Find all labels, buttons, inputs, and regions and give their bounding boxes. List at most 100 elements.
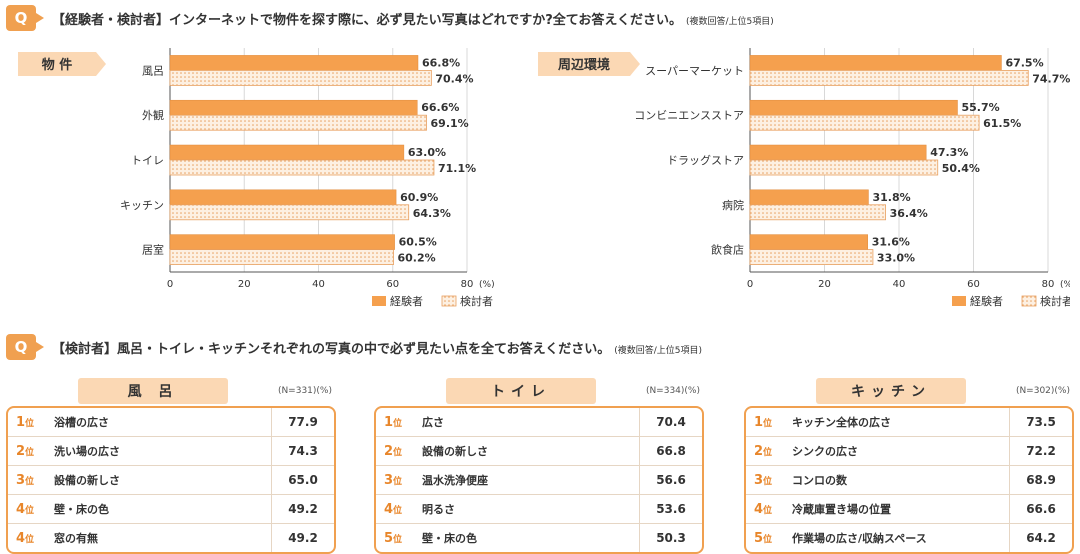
bar-considering (749, 69, 1029, 86)
rank-suffix: 位 (763, 447, 773, 458)
bar-considering (749, 114, 980, 131)
category-label: スーパーマーケット (645, 64, 744, 77)
rank-suffix: 位 (25, 505, 35, 516)
question-note: (複数回答/上位5項目) (685, 16, 774, 27)
rank: 5位 (376, 531, 422, 546)
bar-experienced (749, 234, 868, 250)
item-label: コンロの数 (792, 474, 847, 487)
table-row: 2位 洗い場の広さ 74.3 (8, 436, 334, 465)
item-value: 64.2 (1009, 524, 1072, 552)
item-value: 50.3 (639, 524, 702, 552)
bar-considering (749, 159, 939, 176)
table-sample-size: (N=302)(%) (1015, 386, 1070, 396)
category-label: 外観 (142, 108, 164, 122)
item-value: 68.9 (1009, 466, 1072, 494)
bar-considering (169, 159, 435, 176)
table-title: キッチン (816, 378, 966, 404)
table-body: 1位 キッチン全体の広さ 73.5 2位 シンクの広さ 72.2 3位 コンロの数 68.9 4位… (744, 406, 1074, 554)
data-label: 61.5% (983, 117, 1021, 130)
rank-number: 5 (384, 530, 394, 546)
item-value: 53.6 (639, 495, 702, 523)
chart-title: 周辺環境 (558, 57, 610, 73)
bar-experienced (749, 55, 1002, 71)
table-row: 1位 浴槽の広さ 77.9 (8, 408, 334, 436)
data-label: 69.1% (431, 117, 469, 130)
data-label: 31.6% (872, 236, 910, 249)
table-row: 3位 温水洗浄便座 56.6 (376, 465, 702, 494)
rank-number: 2 (16, 443, 26, 459)
data-label: 60.9% (400, 191, 438, 204)
rank-suffix: 位 (25, 476, 35, 487)
tick-label: 40 (893, 279, 906, 290)
rank-number: 3 (754, 472, 764, 488)
rank: 2位 (376, 444, 422, 459)
table-row: 1位 キッチン全体の広さ 73.5 (746, 408, 1072, 436)
table-body: 1位 広さ 70.4 2位 設備の新しさ 66.8 3位 温水洗浄便座 56.6 4位 明るさ 53.… (374, 406, 704, 554)
rank-number: 3 (384, 472, 394, 488)
item-value: 49.2 (271, 524, 334, 552)
category-label-box: 周辺環境 (538, 52, 640, 76)
item-label: 設備の新しさ (422, 445, 488, 458)
item-label: 洗い場の広さ (54, 445, 120, 458)
tick-label: 40 (312, 279, 325, 290)
bar-experienced (169, 144, 405, 161)
rank-number: 1 (384, 414, 394, 430)
data-label: 47.3% (930, 146, 968, 159)
category-label: 居室 (142, 243, 164, 257)
item-value: 77.9 (271, 408, 334, 436)
label-box-shape (18, 52, 106, 76)
table-row: 2位 シンクの広さ 72.2 (746, 436, 1072, 465)
data-label: 66.8% (422, 56, 460, 69)
table-toilet: トイレ (N=334)(%) 1位 広さ 70.4 2位 設備の新しさ 66.8 3位 温水洗… (374, 378, 704, 554)
rank-number: 1 (16, 414, 26, 430)
question-note: (複数回答/上位5項目) (614, 345, 703, 356)
data-label: 60.5% (399, 236, 437, 249)
table-sample-size: (N=334)(%) (645, 386, 700, 396)
legend: 経験者 検討者 (372, 294, 493, 308)
rank-number: 2 (754, 443, 764, 459)
item-label: 作業場の広さ/収納スペース (792, 532, 927, 545)
table-row: 4位 壁・床の色 49.2 (8, 494, 334, 523)
data-label: 71.1% (438, 162, 476, 175)
rank: 1位 (8, 415, 54, 430)
bar-considering (749, 249, 874, 266)
q-badge: Q (6, 5, 44, 31)
item-label: 冷蔵庫置き場の位置 (792, 503, 891, 516)
rank-suffix: 位 (25, 534, 35, 545)
item-label: 壁・床の色 (54, 503, 109, 516)
data-label: 36.4% (890, 207, 928, 220)
table-row: 2位 設備の新しさ 66.8 (376, 436, 702, 465)
item-value: 66.6 (1009, 495, 1072, 523)
unit-label: (%) (479, 280, 495, 290)
rank: 2位 (746, 444, 792, 459)
bar-experienced (749, 144, 927, 161)
rank-suffix: 位 (393, 505, 403, 516)
rank-suffix: 位 (763, 534, 773, 545)
category-label: コンビニエンスストア (634, 109, 744, 122)
category-label: キッチン (120, 199, 164, 212)
item-value: 49.2 (271, 495, 334, 523)
bar-experienced (749, 189, 869, 206)
chart-property: 物 件 0 20 40 60 80 (%) 風呂 66.8% 70.4% 外観 66.6% 69.1% ト… (18, 48, 495, 308)
rank-number: 2 (384, 443, 394, 459)
table-row: 5位 作業場の広さ/収納スペース 64.2 (746, 523, 1072, 552)
rank: 1位 (746, 415, 792, 430)
bar-experienced (749, 99, 958, 116)
legend-swatch-experienced (372, 296, 386, 306)
data-label: 66.6% (421, 101, 459, 114)
data-label: 70.4% (435, 72, 473, 85)
bar-experienced (169, 55, 419, 71)
question-1: Q 【経験者・検討者】インターネットで物件を探す際に、必ず見たい写真はどれですか… (6, 3, 774, 33)
category-label: 病院 (722, 198, 744, 212)
tick-label: 20 (238, 279, 251, 290)
bar-considering (169, 114, 427, 131)
category-label: 風呂 (142, 64, 164, 77)
bar-considering (749, 204, 886, 221)
item-value: 66.8 (639, 437, 702, 465)
legend-label: 経験者 (970, 294, 1003, 308)
rank: 4位 (376, 502, 422, 517)
tick-label: 80 (1042, 279, 1055, 290)
table-row: 4位 窓の有無 49.2 (8, 523, 334, 552)
rank-number: 4 (754, 501, 764, 517)
item-label: 広さ (422, 416, 444, 429)
